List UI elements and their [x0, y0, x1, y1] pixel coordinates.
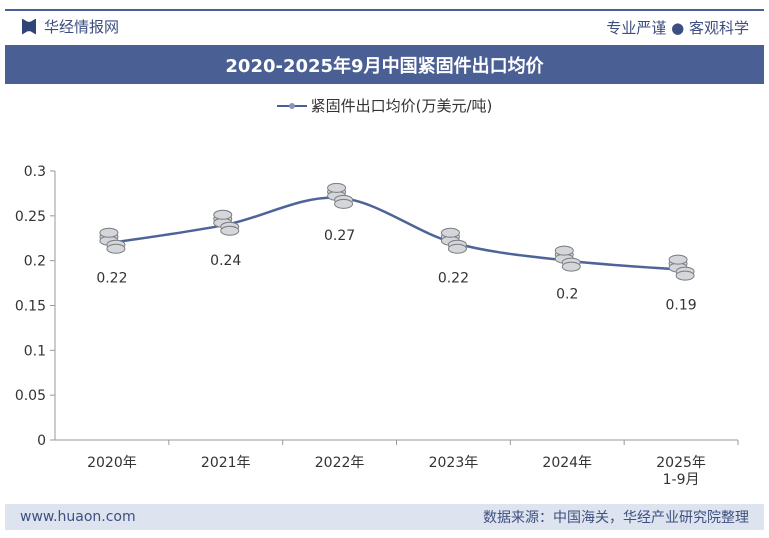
- x-tick-label: 1-9月: [663, 472, 700, 488]
- x-tick-label: 2020年: [87, 455, 137, 471]
- x-tick-label: 2024年: [542, 455, 592, 471]
- coin-stack-icon: [440, 227, 467, 254]
- data-label: 0.24: [210, 253, 241, 269]
- legend-line-icon: [276, 102, 307, 109]
- coin-stack-icon: [327, 182, 354, 209]
- data-label: 0.27: [324, 228, 355, 244]
- x-tick-label: 2022年: [315, 455, 365, 471]
- series-line: [111, 196, 682, 271]
- y-tick-label: 0.2: [24, 254, 46, 270]
- x-tick-label: 2023年: [429, 455, 479, 471]
- y-tick-label: 0.05: [15, 388, 46, 404]
- coin-stack-icon: [213, 209, 240, 236]
- y-tick-label: 0.25: [15, 209, 46, 225]
- coin-stack-icon: [554, 245, 581, 272]
- x-tick-label: 2025年: [656, 455, 706, 471]
- footer-source: 数据来源：中国海关，华经产业研究院整理: [483, 510, 749, 526]
- legend-label: 紧固件出口均价(万美元/吨): [310, 97, 493, 115]
- brand: 华经情报网: [22, 16, 119, 37]
- y-tick-label: 0.15: [15, 299, 46, 315]
- y-tick-label: 0: [37, 433, 46, 449]
- data-label: 0.2: [556, 287, 578, 303]
- y-tick-label: 0.3: [24, 164, 46, 180]
- top-divider: [5, 9, 764, 11]
- slogan: 专业严谨 ● 客观科学: [606, 19, 749, 37]
- legend: 紧固件出口均价(万美元/吨): [0, 95, 769, 116]
- y-tick-label: 0.1: [24, 343, 46, 359]
- x-tick-label: 2021年: [201, 455, 251, 471]
- chart-title: 2020-2025年9月中国紧固件出口均价: [5, 45, 764, 84]
- data-label: 0.22: [438, 271, 469, 287]
- footer-website: www.huaon.com: [20, 509, 136, 525]
- coin-stack-icon: [668, 254, 695, 281]
- brand-name: 华经情报网: [44, 18, 120, 36]
- data-label: 0.22: [96, 271, 127, 287]
- coin-stack-icon: [99, 227, 126, 254]
- logo-icon: [22, 18, 36, 35]
- footer: www.huaon.com 数据来源：中国海关，华经产业研究院整理: [5, 504, 764, 530]
- data-label: 0.19: [665, 298, 696, 314]
